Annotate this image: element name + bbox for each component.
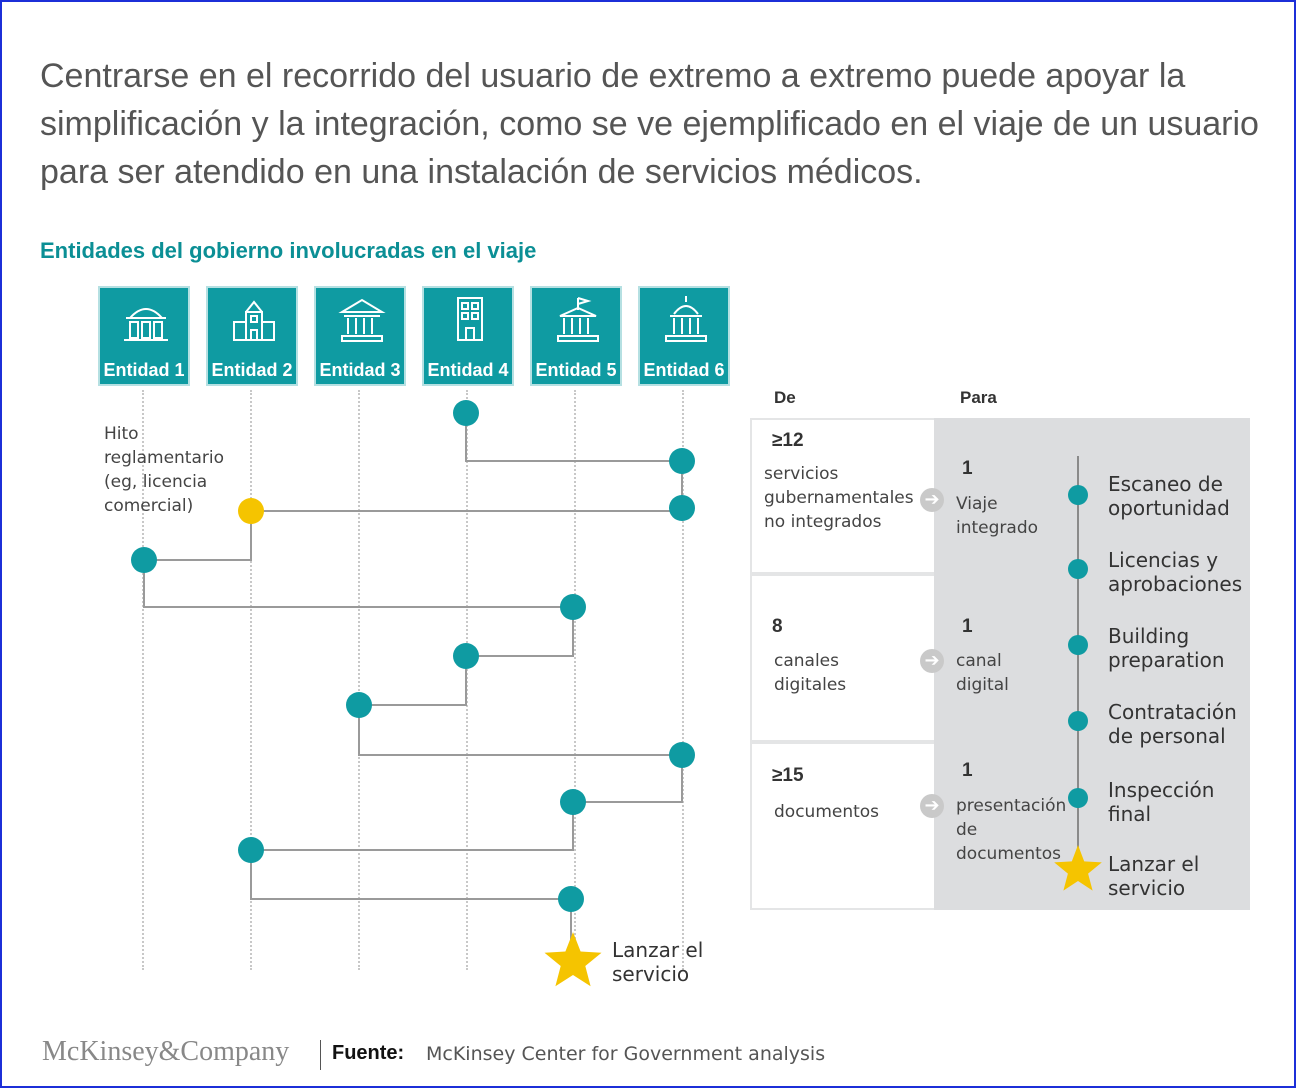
office-building-icon <box>233 300 275 341</box>
de-row-3 <box>752 744 934 908</box>
step-label: Inspección final <box>1108 778 1215 826</box>
entity-2-label: Entidad 2 <box>211 360 293 380</box>
to-value: 1 <box>962 458 973 479</box>
to-label: Viaje integrado <box>956 494 1039 538</box>
timeline-node <box>1068 635 1088 655</box>
section-heading: Entidades del gobierno involucradas en e… <box>40 238 537 263</box>
entity-5-lane <box>574 390 576 970</box>
arrow-right-icon: ➔ <box>920 649 944 673</box>
entity-6-label: Entidad 6 <box>643 360 725 380</box>
connector <box>358 705 682 756</box>
para-column <box>934 418 1250 910</box>
from-value: 8 <box>772 616 783 637</box>
journey-node <box>669 448 695 474</box>
timeline-node <box>1068 788 1088 808</box>
journey-node <box>238 837 264 863</box>
journey-node <box>346 692 372 718</box>
connector <box>144 511 252 561</box>
source-label: Fuente: <box>332 1042 405 1064</box>
entity-1-lane <box>142 390 144 970</box>
journey-node <box>560 789 586 815</box>
step-label: Licencias y aprobaciones <box>1108 548 1243 596</box>
connector <box>573 755 683 803</box>
entity-2-lane <box>250 390 252 970</box>
entity-3-tile: Entidad 3 <box>314 286 406 386</box>
timeline-node <box>1068 711 1088 731</box>
journey-node <box>453 400 479 426</box>
de-row-1 <box>752 420 934 572</box>
entity-4-label: Entidad 4 <box>427 360 509 380</box>
milestone-note: Hito reglamentario (eg, licencia comerci… <box>104 424 224 516</box>
to-label: presentación de documentos <box>956 796 1067 864</box>
entity-6-lane <box>682 390 684 970</box>
entity-5-tile: Entidad 5 <box>530 286 622 386</box>
from-label: documentos <box>774 802 880 822</box>
journey-node <box>669 495 695 521</box>
connector <box>250 850 571 900</box>
journey-node <box>453 643 479 669</box>
regulatory-milestone-node <box>238 498 264 524</box>
de-row-2 <box>752 576 934 740</box>
de-header: De <box>774 388 796 407</box>
step-label: Building preparation <box>1108 624 1225 672</box>
courthouse-icon <box>338 298 386 342</box>
tower-building-icon <box>457 297 483 341</box>
from-label: servicios gubernamentales no integrados <box>764 464 914 532</box>
journey-node <box>669 742 695 768</box>
capitol-icon <box>665 296 707 342</box>
journey-flow <box>131 400 695 987</box>
from-value: ≥12 <box>772 430 804 451</box>
connector <box>143 560 573 608</box>
arrow-right-icon: ➔ <box>920 794 944 818</box>
entity-3-lane <box>358 390 360 970</box>
timeline-node <box>1068 559 1088 579</box>
arrow-right-icon: ➔ <box>920 488 944 512</box>
domed-building-icon <box>124 308 168 341</box>
connector <box>465 413 682 462</box>
entity-2-tile: Entidad 2 <box>206 286 298 386</box>
from-label: canales digitales <box>774 651 847 695</box>
journey-node <box>560 594 586 620</box>
journey-node <box>558 886 584 912</box>
entity-1-label: Entidad 1 <box>103 360 185 380</box>
timeline-node <box>1068 485 1088 505</box>
footer-divider <box>320 1040 321 1070</box>
step-label: Escaneo de oportunidad <box>1108 472 1230 520</box>
entity-1-tile: Entidad 1 <box>98 286 190 386</box>
launch-star-icon <box>1054 845 1102 891</box>
connector <box>466 607 574 657</box>
launch-label: Lanzar el servicio <box>612 938 704 986</box>
step-label: Lanzar el servicio <box>1108 852 1200 900</box>
step-label: Contratación de personal <box>1108 700 1237 748</box>
mckinsey-logo: McKinsey&Company <box>42 1036 290 1067</box>
para-header: Para <box>960 388 997 407</box>
to-value: 1 <box>962 760 973 781</box>
to-label: canal digital <box>956 651 1009 695</box>
entity-4-tile: Entidad 4 <box>422 286 514 386</box>
from-value: ≥15 <box>772 765 804 786</box>
journey-node <box>131 547 157 573</box>
integrated-timeline <box>1054 456 1102 891</box>
slide-title: Centrarse en el recorrido del usuario de… <box>40 57 1259 191</box>
to-value: 1 <box>962 616 973 637</box>
entity-5-label: Entidad 5 <box>535 360 617 380</box>
source-text: McKinsey Center for Government analysis <box>426 1043 826 1065</box>
entity-6-tile: Entidad 6 <box>638 286 730 386</box>
connector <box>251 802 574 851</box>
launch-star-icon <box>544 932 602 987</box>
connector <box>359 656 467 706</box>
entity-3-label: Entidad 3 <box>319 360 401 380</box>
flag-building-icon <box>557 297 599 342</box>
